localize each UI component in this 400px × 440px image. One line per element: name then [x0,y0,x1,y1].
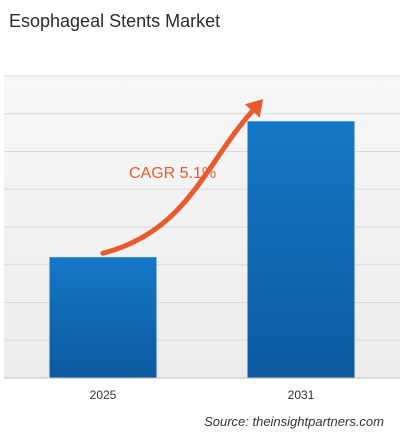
cagr-arrowhead [244,99,264,118]
x-axis: 2025 2031 [4,377,400,402]
source-credit: Source: theinsightpartners.com [204,414,384,429]
cagr-arrow-line [100,105,258,256]
bar-2031 [247,121,355,379]
x-tick-label: 2025 [90,388,117,402]
bar-2025 [49,257,157,378]
bars [49,121,355,379]
x-tick-label: 2031 [288,388,315,402]
cagr-label: CAGR 5.1% [129,165,216,182]
chart-title: Esophageal Stents Market [9,11,221,31]
cagr-arrow: CAGR 5.1% [100,99,264,256]
